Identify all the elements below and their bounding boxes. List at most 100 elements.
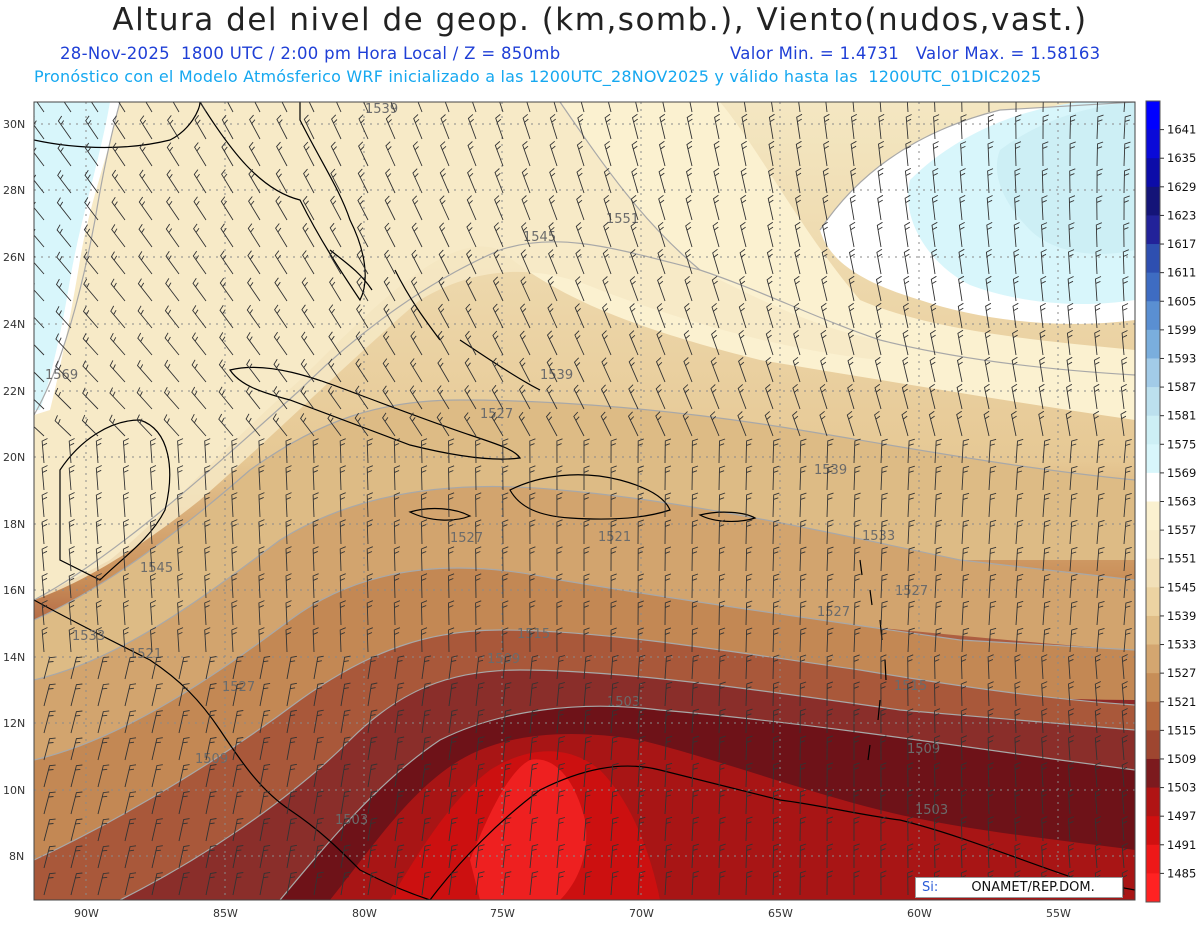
wind-barb	[301, 277, 315, 302]
wind-barb	[281, 102, 288, 113]
wind-barb	[1012, 276, 1019, 302]
wind-barb	[745, 519, 753, 545]
wind-barb	[907, 492, 915, 518]
wind-barb	[852, 102, 855, 113]
wind-barb	[961, 627, 970, 653]
wind-barb	[826, 735, 834, 761]
wind-barb	[340, 682, 351, 707]
wind-barb	[382, 358, 396, 383]
wind-barb	[961, 102, 963, 113]
wind-barb	[799, 654, 807, 680]
wind-barb	[610, 654, 619, 680]
wind-barb	[745, 573, 753, 599]
wind-barb	[1121, 762, 1128, 788]
wind-barb	[772, 654, 780, 680]
wind-barb	[232, 872, 244, 896]
wind-barb	[691, 465, 699, 491]
colorbar-label: 1611	[1167, 266, 1196, 280]
wind-barb	[930, 275, 937, 302]
wind-barb	[768, 113, 775, 140]
wind-barb	[691, 762, 700, 788]
wind-barb	[329, 277, 342, 302]
wind-barb	[907, 762, 914, 788]
wind-barb	[273, 386, 288, 410]
wind-barb	[384, 222, 396, 248]
wind-barb	[502, 492, 509, 518]
wind-barb	[502, 465, 509, 491]
wind-barb	[109, 387, 126, 410]
wind-barb	[637, 654, 646, 680]
wind-barb	[556, 627, 563, 653]
wind-barb	[394, 817, 405, 842]
wind-barb	[448, 763, 458, 788]
colorbar-label: 1539	[1167, 609, 1196, 623]
wind-barb	[765, 329, 774, 356]
wind-barb	[394, 655, 405, 680]
wind-barb	[1121, 735, 1128, 761]
wind-barb	[583, 573, 590, 598]
wind-barb	[799, 573, 807, 599]
colorbar-swatch	[1146, 615, 1160, 646]
wind-barb	[285, 573, 292, 599]
wind-barb	[248, 196, 261, 221]
wind-barb	[124, 656, 137, 680]
wind-barb	[124, 791, 137, 815]
wind-barb	[421, 709, 431, 734]
lon-label: 90W	[74, 907, 99, 920]
wind-barb	[711, 275, 720, 302]
wind-barb	[1042, 492, 1051, 518]
wind-barb	[823, 113, 830, 140]
wind-barb	[110, 305, 126, 329]
wind-barb	[880, 627, 888, 653]
wind-barb	[70, 818, 83, 842]
wind-barb	[466, 249, 477, 275]
wind-barb	[122, 492, 129, 518]
wind-barb	[795, 140, 802, 167]
wind-barb	[122, 519, 129, 545]
colorbar-label: 1491	[1167, 838, 1196, 852]
wind-barb	[686, 113, 693, 140]
wind-barb	[657, 276, 666, 302]
wind-barb	[875, 302, 882, 329]
wind-barb	[1120, 410, 1127, 437]
wind-barb	[907, 600, 915, 626]
cuba	[229, 366, 522, 460]
wind-barb	[1015, 492, 1024, 518]
wind-barb	[745, 546, 753, 572]
wind-barb	[502, 573, 509, 599]
wind-barb	[529, 519, 536, 545]
wind-barb	[772, 465, 780, 491]
wind-barb	[956, 410, 963, 437]
wind-barb	[712, 248, 720, 275]
wind-barb	[112, 115, 126, 140]
wind-barb	[150, 573, 157, 599]
wind-barb	[285, 600, 292, 626]
wind-barb	[109, 414, 126, 437]
wind-barb	[97, 764, 110, 788]
wind-barb	[988, 102, 990, 113]
wind-barb	[771, 102, 774, 113]
contour-label: 1515	[517, 627, 550, 642]
wind-barb	[583, 655, 592, 680]
wind-barb	[740, 167, 747, 194]
wind-barb	[928, 410, 936, 437]
wind-barb	[258, 573, 265, 599]
wind-barb	[987, 141, 994, 167]
wind-barb	[164, 332, 180, 356]
wind-barb	[849, 194, 856, 221]
wind-barb	[772, 627, 780, 653]
wind-barb	[1123, 600, 1132, 626]
wind-barb	[248, 169, 261, 194]
wind-barb	[439, 195, 450, 221]
wind-barb	[522, 113, 531, 140]
wind-barb	[799, 465, 807, 491]
wind-barb	[84, 169, 99, 194]
contour-label: 1509	[195, 752, 228, 767]
wind-barb	[139, 169, 153, 194]
contour-label: 1509	[907, 742, 940, 757]
wind-barb	[151, 710, 163, 734]
wind-barb	[34, 310, 45, 329]
wind-barb	[637, 789, 646, 815]
lat-label: 26N	[3, 251, 25, 264]
lesser-antilles	[859, 559, 887, 761]
